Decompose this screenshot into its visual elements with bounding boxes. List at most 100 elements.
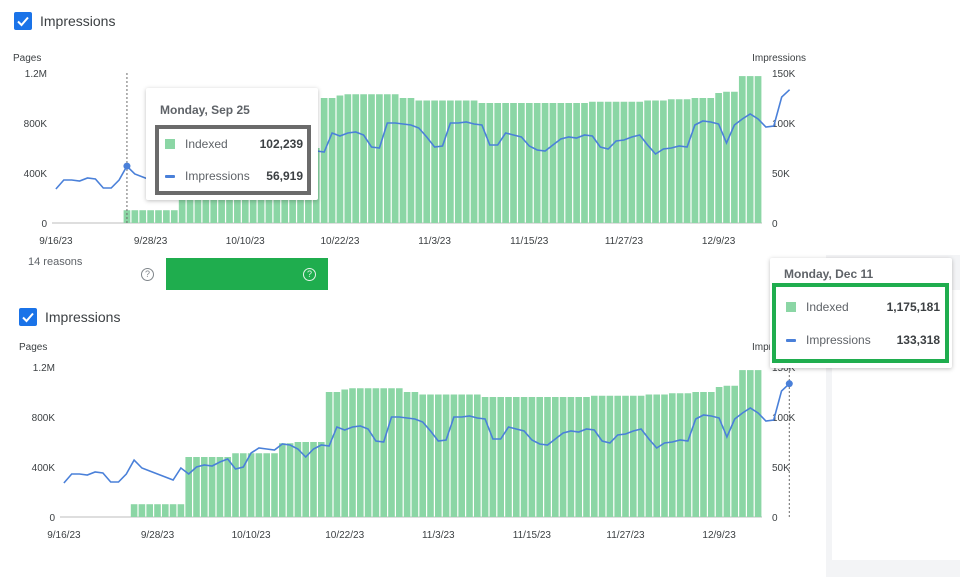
bar-indexed bbox=[573, 103, 580, 223]
bar-indexed bbox=[497, 397, 504, 517]
bar-indexed bbox=[383, 94, 391, 223]
bar-indexed bbox=[320, 98, 328, 223]
bar-indexed bbox=[442, 394, 450, 517]
bar-indexed bbox=[683, 99, 691, 223]
bar-indexed bbox=[536, 397, 543, 517]
bar-indexed bbox=[224, 457, 231, 517]
bar-indexed bbox=[364, 388, 372, 517]
bar-indexed bbox=[669, 393, 676, 517]
bar-indexed bbox=[489, 397, 497, 517]
bar-indexed bbox=[747, 370, 754, 517]
bar-indexed bbox=[407, 98, 415, 223]
bar-indexed bbox=[549, 103, 557, 223]
bar-indexed bbox=[169, 504, 177, 517]
bar-indexed bbox=[439, 100, 446, 223]
bar-indexed bbox=[746, 76, 754, 223]
x-tick-label: 10/10/23 bbox=[226, 236, 265, 247]
tooltip-indexed-value: 1,175,181 bbox=[886, 300, 940, 314]
checkbox-checked-icon[interactable] bbox=[19, 308, 37, 326]
bar-indexed bbox=[349, 388, 356, 517]
y2-tick-label: 150K bbox=[772, 363, 796, 374]
bar-indexed bbox=[707, 98, 715, 223]
bar-indexed bbox=[494, 103, 502, 223]
indexed-status-bar[interactable]: ? bbox=[166, 258, 328, 293]
bar-indexed bbox=[628, 101, 636, 223]
tooltip-highlight-box: Indexed 1,175,181 Impressions 133,318 bbox=[772, 283, 949, 363]
bar-indexed bbox=[419, 394, 426, 517]
bar-indexed bbox=[263, 453, 270, 517]
y-tick-label: 0 bbox=[41, 219, 47, 230]
bar-indexed bbox=[502, 103, 509, 223]
bar-indexed bbox=[294, 442, 302, 517]
x-tick-label: 10/22/23 bbox=[320, 236, 359, 247]
help-icon[interactable]: ? bbox=[303, 268, 316, 281]
bar-indexed bbox=[478, 103, 486, 223]
bar-indexed bbox=[581, 103, 588, 223]
bar-indexed bbox=[185, 457, 192, 517]
y2-tick-label: 0 bbox=[772, 513, 778, 524]
impressions-toggle-top[interactable]: Impressions bbox=[14, 12, 115, 30]
tooltip-indexed-label: Indexed bbox=[185, 137, 228, 151]
impressions-toggle-label: Impressions bbox=[40, 13, 116, 29]
indexed-swatch-icon bbox=[165, 139, 175, 149]
bar-indexed bbox=[454, 100, 462, 223]
bar-indexed bbox=[552, 397, 559, 517]
bar-indexed bbox=[388, 388, 395, 517]
bar-indexed bbox=[286, 443, 294, 517]
y2-tick-label: 100K bbox=[772, 119, 796, 130]
tooltip-indexed-value: 102,239 bbox=[259, 137, 303, 151]
bar-indexed bbox=[411, 392, 419, 517]
bar-indexed bbox=[163, 210, 170, 223]
y-tick-label: 400K bbox=[32, 463, 56, 474]
bar-indexed bbox=[470, 100, 478, 223]
left-axis-title: Pages bbox=[19, 342, 47, 353]
bar-indexed bbox=[614, 395, 621, 517]
impressions-toggle-bottom[interactable]: Impressions bbox=[19, 308, 120, 326]
bar-indexed bbox=[604, 101, 612, 223]
bar-indexed bbox=[739, 370, 746, 517]
bar-indexed bbox=[645, 394, 653, 517]
bar-indexed bbox=[352, 94, 360, 223]
y2-tick-label: 50K bbox=[772, 463, 790, 474]
x-tick-label: 11/27/23 bbox=[605, 236, 644, 247]
bar-indexed bbox=[596, 101, 604, 223]
bar-indexed bbox=[653, 394, 660, 517]
x-tick-label: 11/15/23 bbox=[510, 236, 549, 247]
bar-indexed bbox=[336, 95, 344, 223]
x-tick-label: 12/9/23 bbox=[702, 530, 736, 541]
help-icon[interactable]: ? bbox=[141, 268, 154, 281]
bar-indexed bbox=[318, 442, 325, 517]
bar-indexed bbox=[636, 101, 644, 223]
bar-indexed bbox=[466, 394, 473, 517]
bar-indexed bbox=[754, 76, 762, 223]
x-tick-label: 9/28/23 bbox=[141, 530, 175, 541]
indexed-impressions-chart-bottom[interactable]: PagesImpressions0400K800K1.2M050K100K150… bbox=[4, 342, 826, 577]
bar-indexed bbox=[513, 397, 520, 517]
bar-indexed bbox=[518, 103, 525, 223]
hover-point bbox=[785, 380, 793, 388]
x-tick-label: 11/27/23 bbox=[606, 530, 645, 541]
bar-indexed bbox=[458, 394, 465, 517]
right-axis-title: Impressions bbox=[752, 53, 806, 64]
bar-indexed bbox=[715, 93, 722, 223]
tooltip-indexed-row: Indexed 102,239 bbox=[165, 137, 303, 151]
bar-indexed bbox=[154, 504, 161, 517]
bar-indexed bbox=[567, 397, 575, 517]
bar-indexed bbox=[302, 442, 309, 517]
bar-indexed bbox=[372, 388, 380, 517]
checkbox-checked-icon[interactable] bbox=[14, 12, 32, 30]
bar-indexed bbox=[486, 103, 494, 223]
bar-indexed bbox=[391, 94, 399, 223]
indexed-impressions-chart-top[interactable]: Pages Impressions 0 400K 800K 1.2M 0 50K 100K 150… bbox=[0, 45, 820, 255]
bar-indexed bbox=[598, 395, 606, 517]
bar-indexed bbox=[528, 397, 536, 517]
impressions-toggle-label: Impressions bbox=[45, 309, 121, 325]
bar-indexed bbox=[216, 457, 224, 517]
bar-indexed bbox=[520, 397, 528, 517]
bar-indexed bbox=[637, 395, 645, 517]
x-tick-label: 11/3/23 bbox=[422, 530, 455, 541]
bar-indexed bbox=[691, 98, 699, 223]
bar-indexed bbox=[575, 397, 582, 517]
tooltip-highlight-box: Indexed 102,239 Impressions 56,919 bbox=[155, 125, 311, 195]
x-tick-label: 11/3/23 bbox=[418, 236, 451, 247]
